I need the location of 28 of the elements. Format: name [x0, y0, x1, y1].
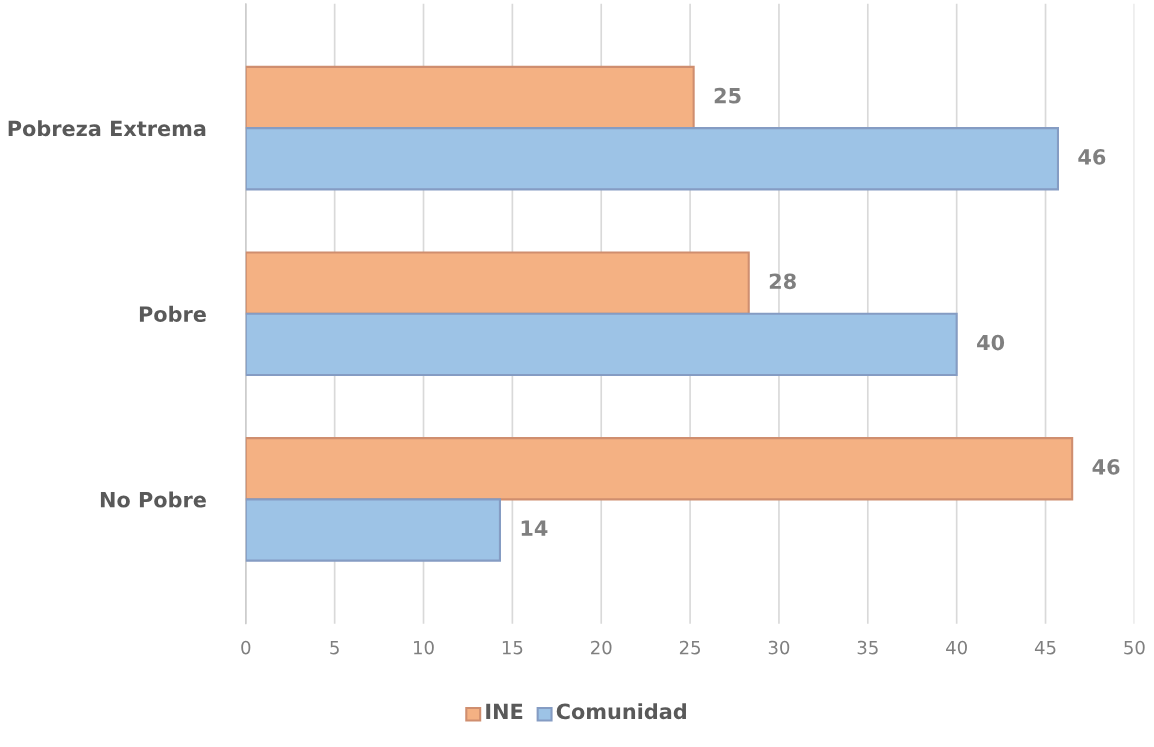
x-tick-label: 15 — [502, 640, 523, 655]
x-tick-label: 10 — [414, 640, 434, 655]
data-label: 25 — [714, 87, 741, 104]
bar — [245, 498, 501, 562]
legend-label: Comunidad — [556, 703, 686, 720]
x-tick-label: 35 — [857, 640, 878, 655]
x-tick-label: 5 — [330, 640, 339, 655]
data-label: 46 — [1078, 149, 1106, 165]
x-tick-label: 0 — [241, 640, 251, 655]
bar — [245, 251, 750, 315]
data-label: 40 — [977, 334, 1005, 351]
bar — [245, 437, 1074, 501]
x-tick-label: 20 — [591, 640, 612, 655]
y-tick-label: Pobreza Extrema — [8, 120, 206, 137]
data-label: 46 — [1092, 459, 1120, 475]
bar — [245, 312, 958, 377]
bar — [245, 127, 1059, 191]
x-tick-label: 40 — [946, 640, 967, 655]
data-label: 28 — [769, 273, 796, 290]
y-tick-label: Pobre — [139, 305, 206, 322]
x-tick-label: 25 — [679, 640, 700, 655]
y-tick-label: No Pobre — [100, 491, 206, 508]
x-tick-label: 30 — [768, 640, 790, 655]
data-label: 14 — [521, 520, 548, 536]
legend-label: INE — [486, 703, 523, 719]
bar — [245, 65, 695, 130]
x-tick-label: 50 — [1124, 640, 1145, 655]
x-tick-label: 45 — [1034, 640, 1056, 655]
